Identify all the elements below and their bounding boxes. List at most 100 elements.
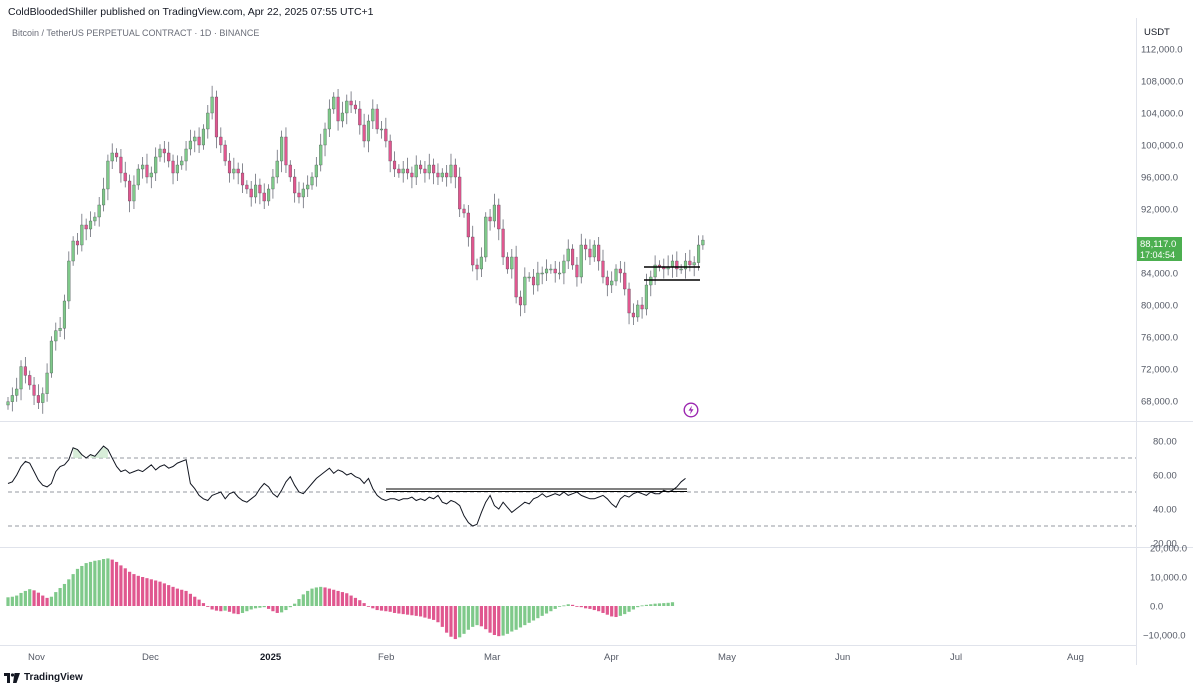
candle-body (414, 164, 418, 178)
histogram-bar (605, 606, 609, 615)
histogram-bar (584, 606, 588, 609)
histogram-bar (527, 606, 531, 623)
candle-body (258, 184, 262, 194)
histogram-bar (340, 592, 345, 606)
candle-body (236, 168, 240, 174)
price-tick-label: 80,000.0 (1141, 301, 1178, 312)
histogram-bar (462, 606, 466, 634)
histogram-bar (10, 596, 14, 606)
candle-body (610, 280, 614, 286)
histogram-bar (214, 606, 219, 611)
candle-body (301, 188, 305, 198)
histogram-bar (440, 606, 444, 627)
histogram-bar (505, 606, 510, 634)
candle-body (240, 172, 245, 186)
price-tick-label: 72,000.0 (1141, 365, 1178, 376)
histogram-bar (123, 568, 127, 606)
histogram-bar (158, 581, 162, 606)
histogram-bar (397, 606, 401, 614)
candle-body (371, 108, 375, 122)
histogram-bar (557, 606, 562, 607)
oscillator-overbought-fill (73, 446, 108, 458)
candle-body (154, 156, 158, 174)
candle-body (180, 160, 184, 166)
histogram-bar (84, 563, 88, 606)
candle-body (314, 164, 318, 178)
candle-body (254, 184, 258, 198)
oscillator-tick-label: 40.00 (1153, 505, 1177, 516)
histogram-bar (497, 606, 501, 637)
histogram-bar (362, 603, 366, 606)
histogram-bar (618, 606, 622, 616)
candle-body (432, 164, 436, 174)
histogram-bar (236, 606, 240, 615)
candle-body (36, 395, 40, 403)
histogram-bar (345, 593, 349, 606)
histogram-bar (570, 604, 575, 606)
candle-body (670, 260, 675, 267)
histogram-bar (297, 599, 301, 606)
candle-body (488, 216, 492, 222)
candle-body (323, 128, 327, 146)
candle-body (601, 260, 605, 278)
histogram-bar (588, 606, 592, 609)
candle-body (588, 248, 592, 258)
histogram-bar (67, 579, 71, 606)
candle-body (584, 244, 588, 250)
candle-body (136, 168, 140, 186)
histogram-bar (553, 606, 557, 609)
candle-body (115, 152, 119, 158)
candle-body (549, 268, 553, 271)
candle-body (345, 100, 349, 114)
candle-body (101, 188, 106, 206)
candle-body (592, 244, 596, 258)
price-axis[interactable]: 112,000.0 108,000.0 104,000.0 100,000.0 96,0… (1141, 45, 1183, 408)
candle-body (510, 256, 514, 270)
candle-body (436, 172, 440, 178)
histogram-bar (253, 606, 258, 609)
candle-body (297, 192, 301, 198)
candle-body (636, 304, 640, 318)
candle-body (410, 172, 414, 178)
histogram-bar (162, 583, 166, 606)
lightning-icon[interactable] (683, 402, 699, 418)
candle-body (232, 168, 236, 174)
candle-body (544, 268, 549, 274)
time-tick-label: Dec (142, 652, 159, 663)
candle-body (531, 276, 536, 286)
candle-body (392, 160, 397, 170)
histogram-bar (614, 606, 618, 618)
time-tick-label: Mar (484, 652, 500, 663)
candle-body (558, 272, 562, 275)
overbought-area (73, 447, 82, 458)
candle-body (275, 160, 279, 178)
histogram-bar (128, 571, 132, 606)
histogram-bar (145, 578, 149, 606)
candle-body (618, 268, 622, 274)
last-price-badge: 88,117.0 17:04:54 (1137, 237, 1182, 261)
price-tick-label: 68,000.0 (1141, 397, 1178, 408)
histogram-bar (323, 587, 327, 606)
candle-body (249, 188, 253, 198)
candle-body (288, 164, 292, 178)
histogram-bar (597, 606, 601, 612)
candle-body (223, 144, 227, 162)
histogram-bar (6, 597, 10, 606)
candle-body (419, 164, 423, 170)
histogram-bar (45, 597, 49, 606)
histogram-bar (49, 596, 54, 606)
histogram-bar (232, 606, 236, 614)
candle-body (175, 164, 179, 174)
time-tick-label: May (718, 652, 736, 663)
footer-brand[interactable]: TradingView (4, 672, 83, 683)
histogram-bar (23, 590, 27, 606)
price-tick-label: 100,000.0 (1141, 141, 1183, 152)
histogram-bar (119, 565, 123, 606)
candle-body (579, 244, 583, 278)
time-axis[interactable]: Nov Dec 2025 Feb Mar Apr May Jun Jul Aug (28, 652, 1084, 663)
candle-body (158, 148, 162, 158)
candle-body (505, 256, 509, 270)
histogram-bar (366, 606, 371, 607)
candle-body (631, 312, 635, 318)
